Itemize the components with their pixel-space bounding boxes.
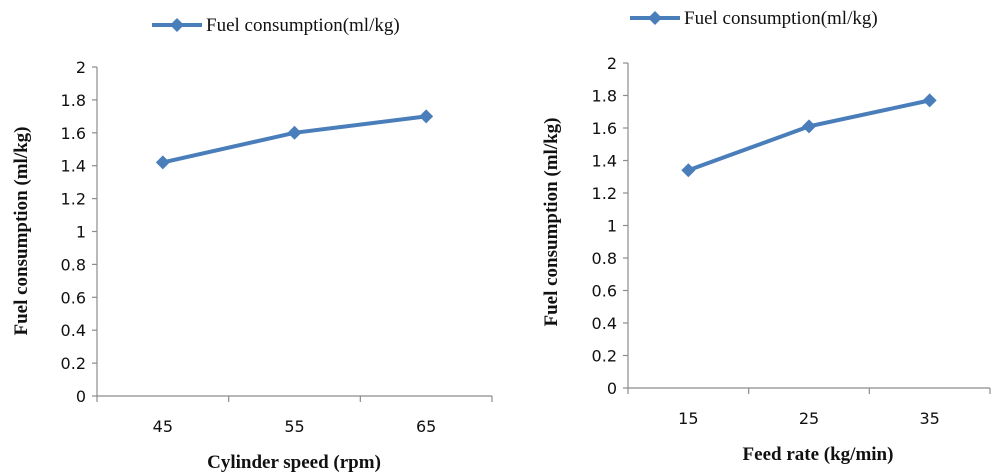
y-tick-label: 1.6 (61, 124, 86, 143)
y-tick-label: 1 (607, 217, 617, 236)
data-point-diamond-icon (419, 109, 434, 124)
legend: Fuel consumption(ml/kg) (152, 15, 400, 36)
y-tick-label: 0.4 (61, 321, 86, 340)
data-point-diamond-icon (922, 93, 937, 108)
y-ticks: 0 0.2 0.4 0.6 0.8 1 1.2 1.4 1.6 1.8 2 (61, 58, 97, 406)
data-point-diamond-icon (802, 119, 816, 134)
y-tick-label: 0.6 (61, 288, 86, 307)
series-fuel-consumption (681, 93, 937, 178)
legend-label: Fuel consumption(ml/kg) (684, 8, 878, 29)
chart-panel-cylinder-speed: Fuel consumption(ml/kg) 0 0.2 0.4 0.6 0.8 1 1.… (11, 15, 493, 473)
y-tick-label: 0.6 (592, 282, 617, 301)
y-tick-label: 0 (607, 379, 617, 398)
y-ticks: 0 0.2 0.4 0.6 0.8 1 1.2 1.4 1.6 1.8 2 (592, 54, 628, 398)
chart-panel-feed-rate: Fuel consumption(ml/kg) 0 0.2 0.4 0.6 0.8 1 1.… (541, 8, 991, 465)
y-tick-label: 1.2 (61, 190, 86, 209)
data-point-diamond-icon (155, 155, 170, 170)
data-point-diamond-icon (287, 125, 302, 140)
data-point-diamond-icon (681, 163, 696, 178)
legend-label: Fuel consumption(ml/kg) (206, 15, 400, 36)
x-axis-title: Cylinder speed (rpm) (207, 452, 381, 473)
series-line (687, 98, 931, 173)
y-tick-label: 1.6 (592, 119, 617, 138)
y-tick-label: 1.8 (592, 87, 617, 106)
x-tick-label: 15 (678, 409, 698, 428)
series-fuel-consumption (155, 109, 434, 170)
legend-diamond-icon (648, 11, 662, 25)
x-tick-label: 55 (284, 417, 304, 436)
x-ticks: 15 25 35 (627, 388, 991, 428)
y-tick-label: 0.8 (592, 249, 617, 268)
y-axis-title: Fuel consumption (ml/kg) (11, 126, 32, 335)
y-tick-label: 1 (76, 223, 86, 242)
y-tick-label: 0.8 (61, 255, 86, 274)
x-tick-label: 35 (919, 409, 939, 428)
legend-diamond-icon (170, 18, 184, 32)
legend: Fuel consumption(ml/kg) (630, 8, 878, 29)
y-tick-label: 0.2 (61, 354, 86, 373)
x-ticks: 45 55 65 (96, 396, 493, 436)
y-tick-label: 1.4 (592, 152, 617, 171)
y-tick-label: 0.4 (592, 314, 617, 333)
y-tick-label: 1.2 (592, 184, 617, 203)
x-tick-label: 45 (153, 417, 173, 436)
y-tick-label: 0 (76, 387, 86, 406)
y-tick-label: 1.4 (61, 157, 86, 176)
y-tick-label: 1.8 (61, 91, 86, 110)
y-axis-title: Fuel consumption (ml/kg) (541, 117, 562, 326)
y-tick-label: 0.2 (592, 347, 617, 366)
y-tick-label: 2 (607, 54, 617, 73)
x-axis-title: Feed rate (kg/min) (743, 444, 894, 465)
y-tick-label: 2 (76, 58, 86, 77)
x-tick-label: 25 (799, 409, 819, 428)
x-tick-label: 65 (416, 417, 436, 436)
